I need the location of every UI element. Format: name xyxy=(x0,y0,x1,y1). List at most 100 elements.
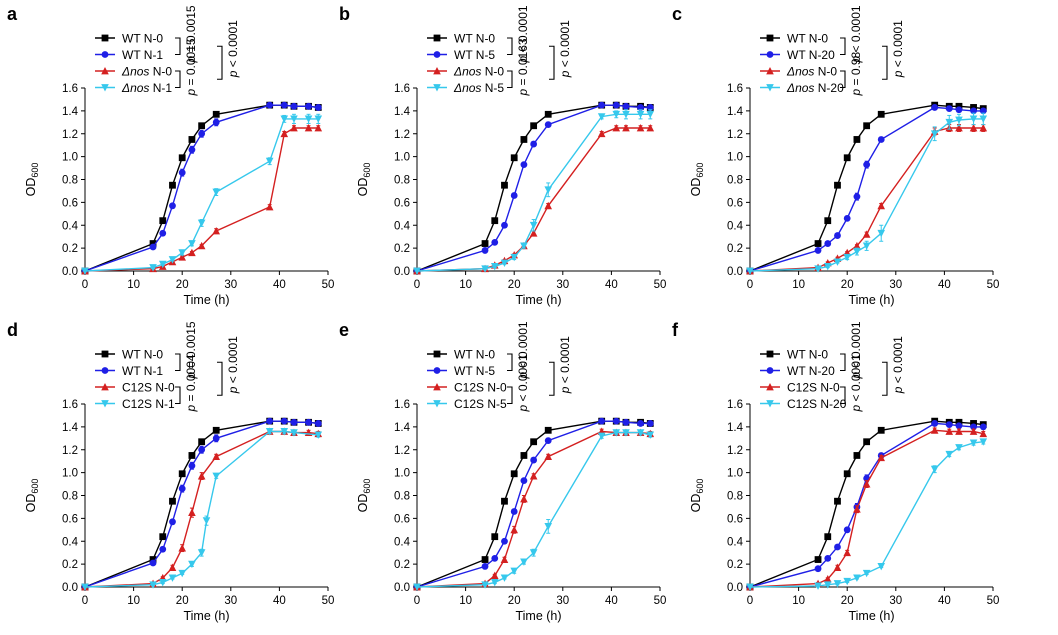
y-axis-title-main: OD xyxy=(356,178,370,197)
pvalue-bracket xyxy=(217,45,223,80)
data-point xyxy=(955,444,963,452)
data-point xyxy=(853,452,861,459)
data-point xyxy=(955,106,963,114)
legend-name: WT N-0 xyxy=(454,348,495,362)
pvalue-bracket xyxy=(507,37,513,56)
legend-name-rest: N-0 xyxy=(814,65,837,79)
data-point xyxy=(168,563,177,571)
y-axis-title: OD600 xyxy=(24,479,40,513)
data-point xyxy=(169,518,176,526)
pvalue-p: p xyxy=(516,56,530,64)
series-3 xyxy=(81,428,323,591)
y-tick-label: 0.2 xyxy=(394,243,410,255)
legend-entry: WT N-0 xyxy=(454,32,495,46)
pvalue-label: p < 0.0001 xyxy=(226,336,240,394)
legend-marker xyxy=(101,367,109,374)
y-axis-title: OD600 xyxy=(356,163,372,197)
legend-name: WT N-0 xyxy=(787,32,828,46)
x-tick-label: 40 xyxy=(273,279,286,291)
data-point xyxy=(481,563,489,570)
legend-name: C12S N-5 xyxy=(454,397,507,411)
legend-entry: WT N-20 xyxy=(787,364,835,378)
data-point xyxy=(188,146,196,154)
legend-marker xyxy=(433,400,441,408)
pvalue-bracket xyxy=(840,353,846,372)
pvalue-label: p < 0.0001 xyxy=(558,20,572,78)
data-point xyxy=(853,136,861,143)
data-point xyxy=(520,477,528,485)
data-point xyxy=(168,256,177,264)
data-point xyxy=(510,470,518,478)
legend-entry: C12S N-0 xyxy=(787,381,840,395)
data-point xyxy=(149,581,157,589)
data-point xyxy=(304,115,313,123)
data-point xyxy=(481,556,489,563)
data-point xyxy=(877,201,886,210)
data-point xyxy=(945,450,954,459)
data-point xyxy=(598,417,606,425)
legend-name-italic: nos xyxy=(462,65,481,79)
data-point xyxy=(544,201,553,210)
legend-name-rest: N-1 xyxy=(149,81,172,95)
legend-marker xyxy=(433,383,441,391)
pvalue-label: p = 0.0015 xyxy=(184,5,198,63)
data-point xyxy=(843,526,851,534)
data-point xyxy=(637,420,644,427)
pvalue-rest: < 0.0001 xyxy=(226,336,240,387)
data-point xyxy=(490,571,499,579)
pvalue-rest: = 0.0015 xyxy=(184,321,198,372)
y-tick-label: 1.4 xyxy=(394,106,411,118)
y-tick-label: 0.6 xyxy=(727,197,743,209)
data-point xyxy=(970,420,977,427)
data-point xyxy=(597,129,606,138)
data-point xyxy=(612,110,621,119)
legend-name: WT N-20 xyxy=(787,48,835,62)
y-tick-label: 1.4 xyxy=(727,422,744,434)
pvalue-bracket xyxy=(840,386,846,405)
series-line xyxy=(416,420,651,588)
data-point xyxy=(169,202,176,210)
data-point xyxy=(159,217,167,225)
data-point xyxy=(178,253,186,261)
data-point xyxy=(979,438,988,446)
pvalue-label: p < 0.0001 xyxy=(516,321,530,379)
legend-marker xyxy=(433,51,441,58)
panel-b: b 0.0 0.2 0.4 0.6 0.8 1.0 1.2 1.4 1.6 0 10 20 30 40 50 T… xyxy=(339,4,666,307)
y-tick-label: 0.0 xyxy=(394,582,410,594)
panel-d: d 0.0 0.2 0.4 0.6 0.8 1.0 1.2 1.4 1.6 0 10 20 30 40 50 T… xyxy=(7,320,334,623)
pvalue-p: p xyxy=(558,70,572,78)
data-point xyxy=(178,569,186,578)
data-point xyxy=(877,563,886,571)
y-tick-label: 1.2 xyxy=(394,129,410,141)
pvalue-rest: < 0.0001 xyxy=(849,354,863,405)
legend-entry: WT N-20 xyxy=(787,48,835,62)
y-tick-label: 1.0 xyxy=(394,152,410,164)
data-point xyxy=(266,417,274,425)
data-point xyxy=(636,124,645,132)
data-point xyxy=(612,417,620,425)
data-point xyxy=(212,452,221,461)
data-point xyxy=(612,101,620,109)
pvalue-bracket xyxy=(882,45,888,80)
data-point xyxy=(265,428,274,436)
y-tick-label: 1.2 xyxy=(727,129,743,141)
data-point xyxy=(636,429,645,437)
panel-letter: c xyxy=(672,4,682,24)
data-point xyxy=(814,240,822,247)
data-point xyxy=(197,472,206,480)
x-axis-title: Time (h) xyxy=(183,293,229,307)
pvalue-p: p xyxy=(184,89,198,97)
data-point xyxy=(814,265,822,273)
x-axis-title: Time (h) xyxy=(848,609,894,623)
data-point xyxy=(646,431,655,439)
series-3 xyxy=(413,429,655,591)
data-point xyxy=(188,508,196,517)
data-point xyxy=(863,122,871,130)
data-point xyxy=(955,124,963,132)
y-tick-label: 1.4 xyxy=(727,106,744,118)
data-point xyxy=(520,242,528,250)
data-point xyxy=(197,241,206,250)
pvalue-p: p xyxy=(226,386,240,394)
legend-entry: C12S N-5 xyxy=(454,397,507,411)
